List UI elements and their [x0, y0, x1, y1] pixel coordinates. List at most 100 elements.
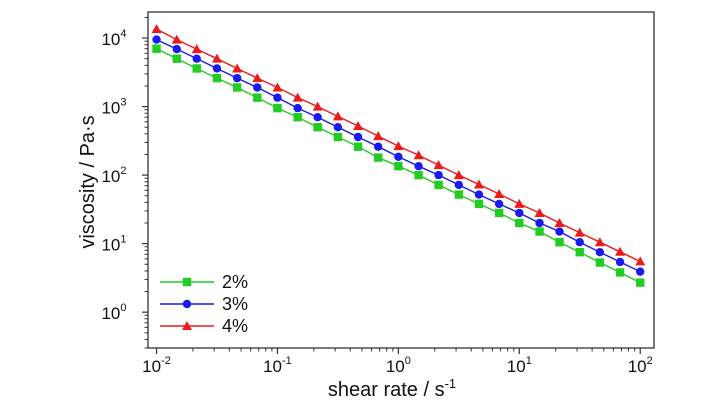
data-point — [434, 170, 443, 180]
data-point — [374, 142, 383, 151]
data-point — [636, 267, 645, 276]
data-point — [212, 73, 222, 83]
data-point — [313, 112, 322, 122]
data-point — [152, 44, 161, 53]
data-point — [172, 44, 181, 54]
data-point — [293, 103, 302, 113]
legend-label: 3% — [222, 294, 248, 314]
x-tick-base: 10 — [142, 357, 161, 376]
data-point — [494, 199, 504, 209]
data-point — [252, 73, 263, 83]
data-point — [232, 73, 242, 83]
series-layer — [151, 24, 646, 287]
data-point — [574, 227, 585, 237]
data-point — [253, 93, 262, 102]
data-point — [636, 278, 645, 287]
y-tick-label: 102 — [101, 165, 126, 186]
x-tick-label: 102 — [628, 355, 653, 376]
data-point — [453, 170, 464, 180]
data-point — [152, 35, 161, 44]
series-3 — [151, 24, 646, 266]
x-tick-base: 10 — [628, 357, 647, 376]
y-tick-exponent: 0 — [120, 302, 126, 314]
data-point — [575, 237, 584, 247]
y-tick-label: 101 — [101, 234, 126, 255]
data-point — [494, 189, 505, 199]
x-tick-exponent: 2 — [647, 355, 653, 367]
x-axis-label: shear rate / s-1 — [328, 376, 456, 401]
legend-marker — [182, 299, 192, 309]
x-tick-exponent: -1 — [282, 355, 292, 367]
y-tick-label: 104 — [101, 28, 126, 49]
data-point — [272, 82, 283, 92]
data-point — [171, 34, 182, 44]
data-point — [414, 170, 423, 180]
x-tick-base: 10 — [386, 357, 405, 376]
data-point — [232, 63, 243, 73]
data-point — [353, 132, 363, 142]
x-tick-label: 100 — [386, 355, 411, 376]
data-point — [192, 64, 201, 73]
data-point — [393, 141, 404, 151]
data-point — [212, 64, 222, 73]
data-point — [211, 53, 222, 63]
data-point — [333, 132, 343, 142]
x-tick-exponent: 1 — [526, 355, 532, 367]
data-point — [191, 44, 202, 54]
data-point — [534, 207, 545, 217]
data-point — [515, 208, 524, 218]
data-point — [312, 101, 323, 111]
x-axis-ticks: 10-2 10-1 100 101 102 — [142, 348, 653, 376]
data-point — [594, 237, 605, 247]
plot-frame — [147, 11, 655, 349]
data-point — [151, 24, 162, 34]
data-point — [293, 112, 302, 122]
x-tick-label: 10-1 — [263, 355, 292, 376]
legend: 2%3%4% — [160, 272, 248, 336]
data-point — [333, 123, 343, 132]
y-tick-exponent: 1 — [120, 234, 126, 246]
legend-marker — [182, 321, 192, 330]
data-point — [454, 190, 464, 199]
data-point — [595, 248, 605, 257]
x-tick-label: 101 — [507, 355, 532, 376]
data-point — [434, 180, 443, 190]
data-point — [313, 123, 322, 132]
legend-marker — [182, 277, 192, 287]
data-point — [292, 92, 303, 102]
data-point — [615, 257, 625, 267]
y-axis-label: viscosity / Pa·s — [77, 115, 99, 248]
series-1 — [152, 44, 645, 287]
data-point — [474, 199, 484, 209]
y-tick-exponent: 4 — [120, 28, 126, 40]
data-point — [353, 142, 363, 151]
data-point — [353, 121, 364, 131]
data-point — [615, 246, 626, 256]
y-tick-label: 103 — [101, 97, 126, 118]
data-point — [514, 198, 525, 208]
data-point — [394, 161, 403, 171]
x-tick-label: 10-2 — [142, 355, 171, 376]
x-axis-label-exponent: -1 — [445, 376, 457, 391]
data-point — [595, 258, 605, 267]
y-tick-exponent: 3 — [120, 97, 126, 109]
y-tick-base: 10 — [101, 99, 120, 118]
legend-item: 4% — [160, 316, 248, 336]
y-tick-base: 10 — [101, 167, 120, 186]
x-axis-label-text: shear rate / s — [328, 379, 445, 401]
data-point — [615, 268, 625, 277]
y-tick-base: 10 — [101, 236, 120, 255]
x-tick-exponent: -2 — [161, 355, 171, 367]
x-tick-base: 10 — [507, 357, 526, 376]
data-point — [474, 190, 484, 199]
data-point — [454, 180, 464, 190]
data-point — [575, 248, 584, 257]
data-point — [554, 218, 565, 228]
data-point — [555, 227, 564, 236]
legend-label: 2% — [222, 272, 248, 292]
data-point — [172, 54, 181, 63]
data-point — [535, 227, 544, 236]
data-point — [535, 218, 544, 228]
data-point — [494, 208, 504, 218]
